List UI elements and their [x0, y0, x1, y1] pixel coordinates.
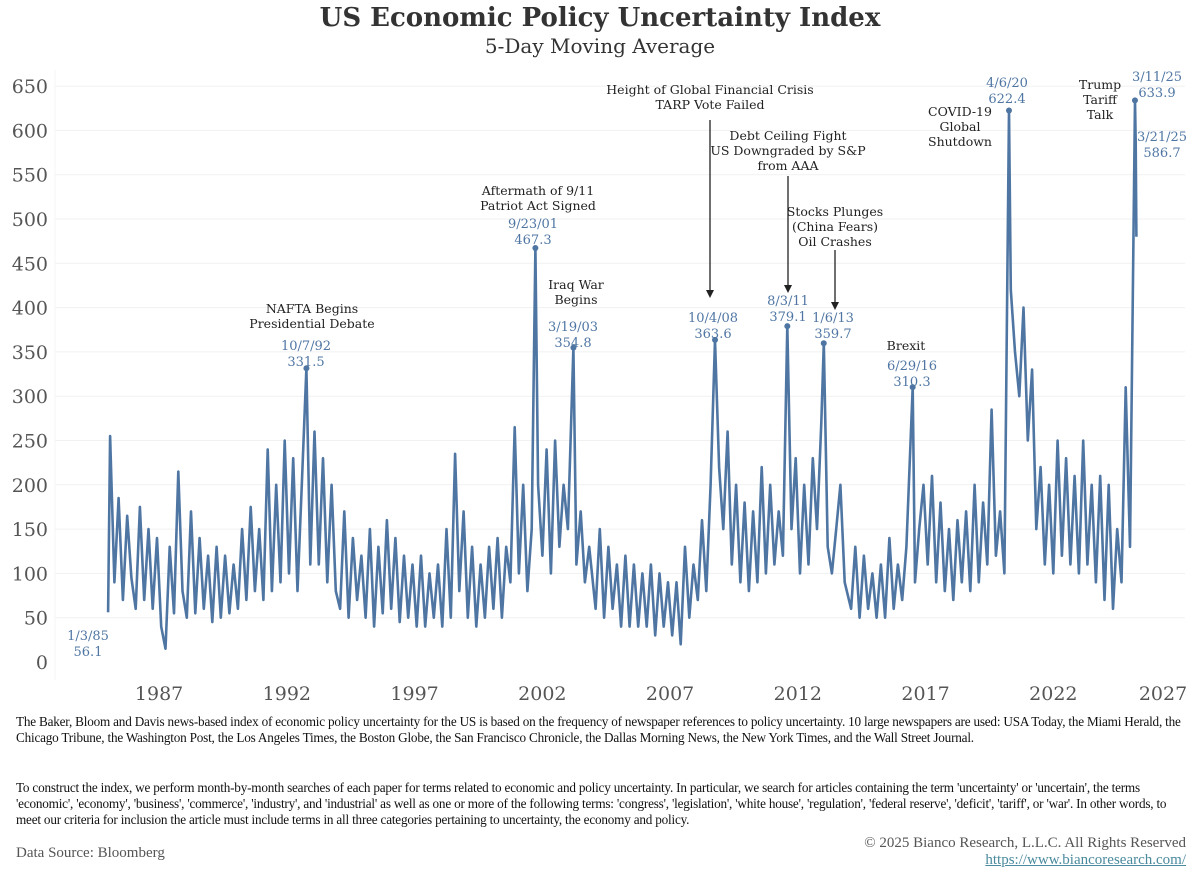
- annotation-event-text: COVID-19: [928, 104, 992, 119]
- annotation-event-text: US Downgraded by S&P: [710, 143, 865, 158]
- x-tick-label: 1997: [390, 683, 438, 705]
- annotation-value-label: 56.1: [74, 645, 103, 660]
- y-tick-label: 150: [12, 519, 48, 541]
- y-tick-label: 50: [24, 608, 48, 630]
- chart-subtitle: 5-Day Moving Average: [484, 34, 716, 58]
- y-tick-label: 350: [12, 342, 48, 364]
- annotation-value-label: 379.1: [769, 310, 806, 325]
- annotation-value-label: 363.6: [694, 327, 731, 342]
- annotation-event-text: (China Fears): [792, 219, 878, 234]
- annotation-event-text: Debt Ceiling Fight: [729, 128, 846, 143]
- y-tick-label: 100: [12, 563, 48, 585]
- y-tick-label: 400: [12, 298, 48, 320]
- annotation-point: [1005, 107, 1012, 114]
- annotation-date-label: 1/3/85: [67, 629, 109, 644]
- y-tick-label: 300: [12, 386, 48, 408]
- annotation-event-text: Presidential Debate: [249, 316, 374, 331]
- annotation-date-label: 6/29/16: [887, 359, 937, 374]
- annotation-value-label: 310.3: [893, 375, 930, 390]
- y-tick-label: 600: [12, 120, 48, 142]
- annotation-arrowhead: [831, 302, 839, 310]
- y-tick-label: 0: [36, 652, 48, 674]
- annotation-date-label: 1/6/13: [812, 311, 854, 326]
- methodology-note-2: To construct the index, we perform month…: [16, 780, 1167, 827]
- y-tick-label: 650: [12, 76, 48, 98]
- annotation-event-text: Tariff: [1083, 92, 1118, 107]
- annotation-event-text: Height of Global Financial Crisis: [606, 82, 813, 97]
- annotation-date-label: 8/3/11: [767, 294, 809, 309]
- y-tick-label: 200: [12, 475, 48, 497]
- annotation-value-label: 586.7: [1143, 146, 1180, 161]
- data-source: Data Source: Bloomberg: [16, 845, 165, 861]
- annotation-event-text: Global: [940, 119, 981, 134]
- annotation-value-label: 633.9: [1138, 86, 1175, 101]
- annotation-event-text: TARP Vote Failed: [656, 97, 765, 112]
- annotation-event-text: Talk: [1087, 107, 1114, 122]
- annotation-point: [532, 244, 539, 251]
- x-tick-label: 1992: [263, 683, 311, 705]
- x-tick-label: 2027: [1139, 683, 1187, 705]
- x-tick-label: 2002: [518, 683, 566, 705]
- annotation-event-text: Trump: [1079, 77, 1121, 92]
- y-tick-label: 500: [12, 209, 48, 231]
- y-tick-label: 250: [12, 431, 48, 453]
- annotation-event-text: Brexit: [887, 338, 926, 353]
- annotation-value-label: 467.3: [514, 233, 551, 248]
- annotation-point: [820, 340, 827, 347]
- x-tick-label: 2017: [901, 683, 949, 705]
- annotation-date-label: 9/23/01: [508, 217, 558, 232]
- annotation-point: [570, 344, 577, 351]
- annotation-value-label: 622.4: [988, 92, 1025, 107]
- annotation-arrowhead: [784, 285, 792, 293]
- annotation-event-text: NAFTA Begins: [266, 301, 358, 316]
- annotation-event-text: Begins: [554, 292, 597, 307]
- annotation-date-label: 10/4/08: [688, 311, 738, 326]
- annotation-date-label: 10/7/92: [281, 339, 331, 354]
- annotation-event-text: Shutdown: [928, 134, 992, 149]
- x-tick-label: 2022: [1029, 683, 1077, 705]
- annotation-point: [784, 323, 791, 330]
- y-tick-label: 450: [12, 253, 48, 275]
- copyright: © 2025 Bianco Research, L.L.C. All Right…: [864, 835, 1186, 851]
- chart-title: US Economic Policy Uncertainty Index: [319, 3, 881, 33]
- annotation-event-text: Oil Crashes: [798, 234, 872, 249]
- annotation-event-text: from AAA: [757, 158, 819, 173]
- series-line: [106, 99, 1138, 650]
- annotation-point: [303, 365, 310, 372]
- annotation-event-text: Stocks Plunges: [787, 204, 883, 219]
- x-tick-label: 1987: [135, 683, 183, 705]
- annotation-value-label: 331.5: [287, 355, 324, 370]
- annotation-arrowhead: [706, 290, 714, 298]
- chart: 0 50 100 150 200 250 300 350 400 450 500 550 600 650 1…: [12, 70, 1187, 705]
- annotation-point: [1131, 97, 1138, 104]
- annotation-point: [712, 336, 719, 343]
- annotation-event-text: Patriot Act Signed: [480, 198, 596, 213]
- annotation-date-label: 4/6/20: [986, 76, 1028, 91]
- x-tick-label: 2007: [646, 683, 694, 705]
- annotation-date-label: 3/19/03: [548, 320, 598, 335]
- annotation-event-text: Aftermath of 9/11: [481, 183, 594, 198]
- annotation-value-label: 354.8: [554, 336, 591, 351]
- annotation-event-text: Iraq War: [548, 277, 604, 292]
- website-link[interactable]: https://www.biancoresearch.com/: [985, 852, 1186, 868]
- annotation-value-label: 359.7: [814, 327, 851, 342]
- x-tick-label: 2012: [774, 683, 822, 705]
- y-tick-label: 550: [12, 165, 48, 187]
- annotation-point: [909, 384, 916, 391]
- methodology-note-1: The Baker, Bloom and Davis news-based in…: [16, 714, 1181, 745]
- annotation-date-label: 3/21/25: [1137, 130, 1187, 145]
- annotation-date-label: 3/11/25: [1132, 70, 1182, 85]
